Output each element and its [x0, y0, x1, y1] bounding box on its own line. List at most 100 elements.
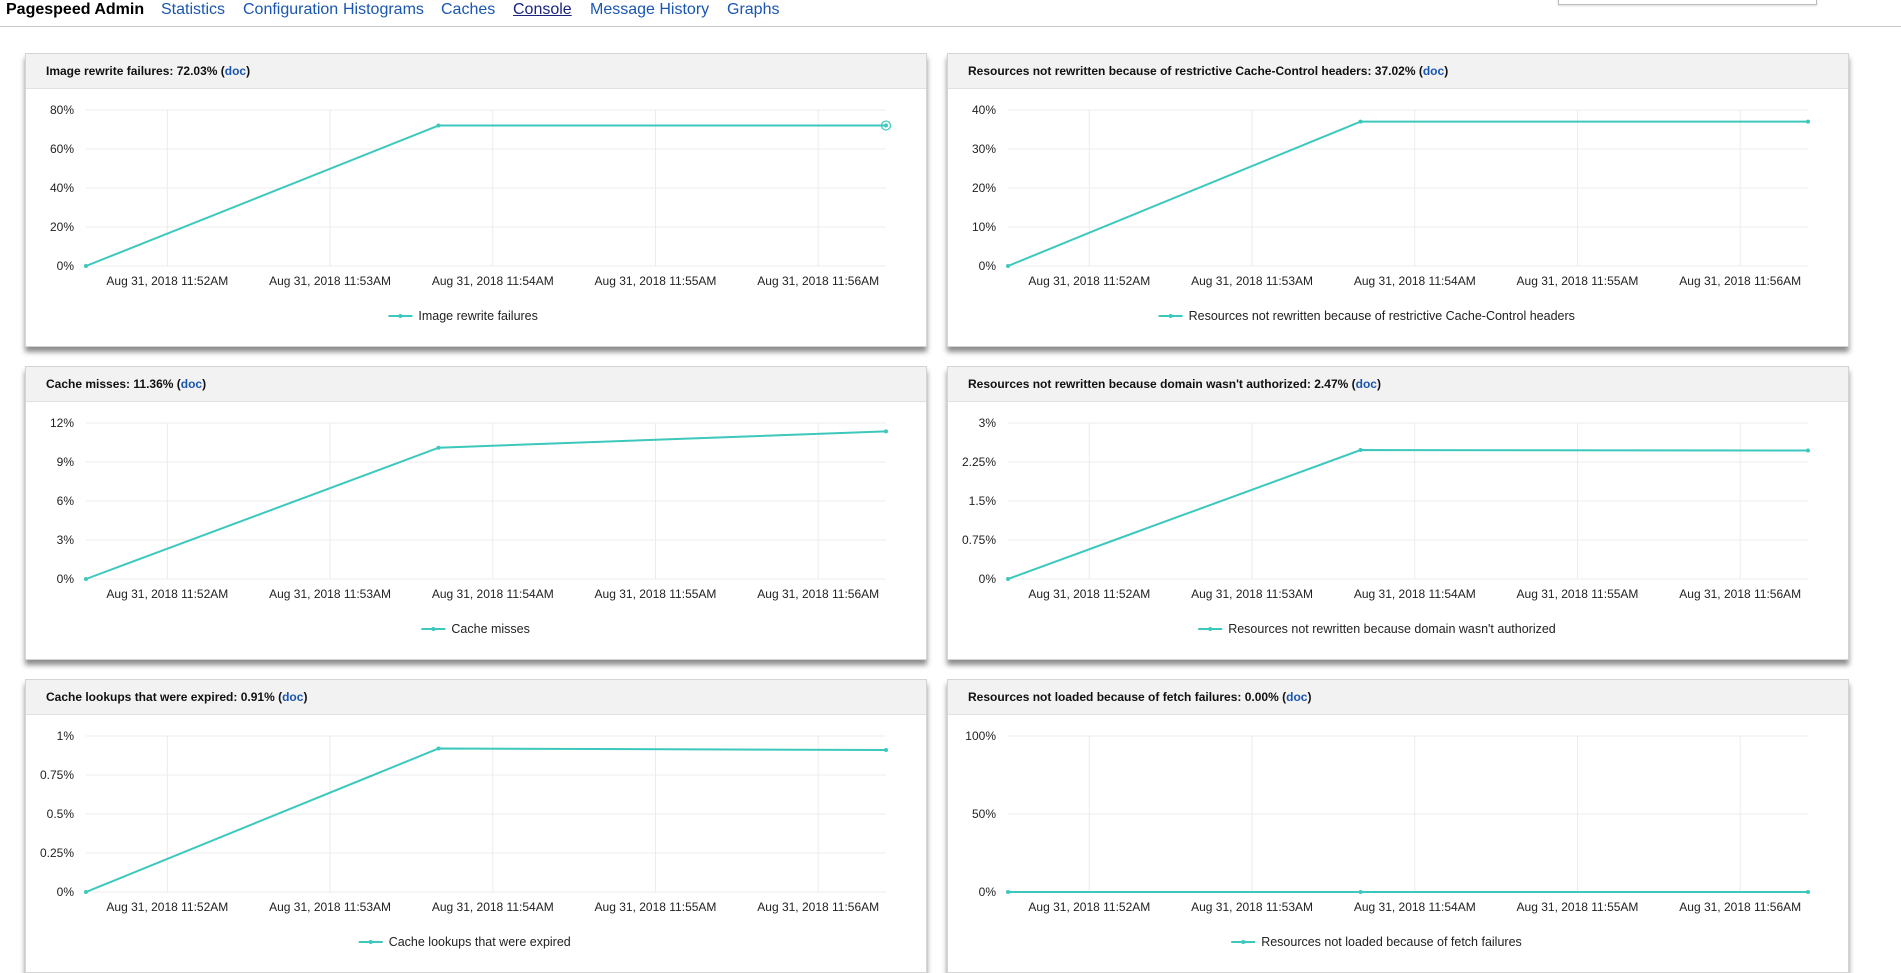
- panel-title-text: Resources not rewritten because domain w…: [968, 377, 1349, 391]
- graph-select-dropdown[interactable]: [1558, 0, 1817, 5]
- y-tick-label: 3%: [979, 416, 997, 430]
- graph-panel-image-rewrite-failures: Image rewrite failures: 72.03% (doc) 80%…: [25, 53, 927, 347]
- line-chart[interactable]: 100% 50% 0% Aug 31, 2018 11:52AM Aug 31, 201…: [948, 715, 1848, 972]
- x-tick-label: Aug 31, 2018 11:53AM: [269, 274, 391, 288]
- panel-title-text: Image rewrite failures: 72.03%: [46, 64, 218, 78]
- panel-header: Resources not rewritten because of restr…: [948, 54, 1848, 89]
- legend-swatch-dot: [1241, 940, 1246, 944]
- nav-link-graphs[interactable]: Graphs: [727, 1, 780, 18]
- x-tick-label: Aug 31, 2018 11:56AM: [757, 587, 879, 601]
- legend-swatch-dot: [1208, 627, 1213, 631]
- y-tick-label: 20%: [50, 220, 74, 234]
- chart-svg: 1% 0.75% 0.5% 0.25% 0% Aug 31, 2018 11:52AM Au…: [40, 729, 888, 949]
- x-tick-label: Aug 31, 2018 11:56AM: [1679, 587, 1801, 601]
- data-point: [1006, 577, 1010, 581]
- series-line: [1007, 449, 1809, 580]
- graph-panel-cache-lookups-expired: Cache lookups that were expired: 0.91% (…: [25, 679, 927, 973]
- data-point: [1806, 448, 1810, 453]
- graph-panel-cache-control-headers: Resources not rewritten because of restr…: [947, 53, 1849, 347]
- data-point: [84, 577, 88, 581]
- y-tick-label: 60%: [50, 142, 74, 156]
- x-tick-label: Aug 31, 2018 11:52AM: [106, 900, 228, 914]
- series-line: [85, 124, 886, 267]
- y-tick-label: 0%: [979, 572, 997, 586]
- x-tick-label: Aug 31, 2018 11:54AM: [432, 274, 554, 288]
- x-tick-label: Aug 31, 2018 11:53AM: [1191, 274, 1313, 288]
- doc-link[interactable]: doc: [1355, 377, 1377, 391]
- data-point: [884, 123, 888, 128]
- x-tick-label: Aug 31, 2018 11:52AM: [106, 587, 228, 601]
- data-point: [436, 746, 441, 751]
- nav-link-statistics[interactable]: Statistics: [161, 1, 226, 18]
- x-tick-label: Aug 31, 2018 11:56AM: [757, 274, 879, 288]
- graph-panel-fetch-failures: Resources not loaded because of fetch fa…: [947, 679, 1849, 973]
- nav-link-message-history[interactable]: Message History: [590, 1, 710, 18]
- y-tick-label: 50%: [972, 807, 996, 821]
- legend-label: Image rewrite failures: [418, 309, 538, 323]
- line-chart[interactable]: 80% 60% 40% 20% 0% Aug 31, 2018 11:52AM Aug 31…: [26, 89, 926, 346]
- nav-link-histograms[interactable]: Histograms: [343, 1, 424, 18]
- x-tick-label: Aug 31, 2018 11:54AM: [432, 900, 554, 914]
- y-tick-label: 0%: [57, 572, 75, 586]
- legend-label: Cache misses: [451, 622, 530, 636]
- y-tick-label: 9%: [57, 455, 75, 469]
- panel-header: Cache lookups that were expired: 0.91% (…: [26, 680, 926, 715]
- chart-svg: 40% 30% 20% 10% 0% Aug 31, 2018 11:52AM Aug 31…: [972, 103, 1810, 323]
- panel-title-text: Resources not rewritten because of restr…: [968, 64, 1416, 78]
- panel-header: Image rewrite failures: 72.03% (doc): [26, 54, 926, 89]
- data-point: [1006, 264, 1010, 268]
- panel-title-text: Cache lookups that were expired: 0.91%: [46, 690, 275, 704]
- x-tick-label: Aug 31, 2018 11:55AM: [1517, 274, 1639, 288]
- line-chart[interactable]: 12% 9% 6% 3% 0% Aug 31, 2018 11:52AM Aug 31, 2…: [26, 402, 926, 659]
- doc-link[interactable]: doc: [282, 690, 304, 704]
- x-tick-label: Aug 31, 2018 11:52AM: [1028, 900, 1150, 914]
- chart-svg: 3% 2.25% 1.5% 0.75% 0% Aug 31, 2018 11:52AM Au…: [962, 416, 1810, 636]
- chart-svg: 80% 60% 40% 20% 0% Aug 31, 2018 11:52AM Aug 31…: [50, 103, 892, 323]
- x-tick-label: Aug 31, 2018 11:55AM: [1517, 900, 1639, 914]
- doc-link[interactable]: doc: [1422, 64, 1445, 78]
- y-tick-label: 40%: [972, 103, 996, 117]
- x-tick-label: Aug 31, 2018 11:53AM: [269, 587, 391, 601]
- data-point: [1806, 890, 1810, 894]
- nav-link-console[interactable]: Console: [513, 1, 572, 18]
- x-tick-label: Aug 31, 2018 11:52AM: [106, 274, 228, 288]
- nav-link-caches[interactable]: Caches: [441, 1, 496, 18]
- data-point: [1806, 119, 1810, 124]
- x-tick-label: Aug 31, 2018 11:53AM: [1191, 587, 1313, 601]
- data-point: [1006, 890, 1010, 894]
- data-point: [436, 123, 441, 128]
- doc-link[interactable]: doc: [180, 377, 203, 391]
- graph-panel-cache-misses: Cache misses: 11.36% (doc) 12% 9% 6% 3% 0% Au…: [25, 366, 927, 660]
- y-tick-label: 40%: [50, 181, 74, 195]
- line-chart[interactable]: 3% 2.25% 1.5% 0.75% 0% Aug 31, 2018 11:52AM Au…: [948, 402, 1848, 659]
- x-tick-label: Aug 31, 2018 11:52AM: [1028, 587, 1150, 601]
- y-tick-label: 30%: [972, 142, 996, 156]
- line-chart[interactable]: 1% 0.75% 0.5% 0.25% 0% Aug 31, 2018 11:52AM Au…: [26, 715, 926, 972]
- x-tick-label: Aug 31, 2018 11:54AM: [432, 587, 554, 601]
- y-tick-label: 10%: [972, 220, 996, 234]
- panel-title: Cache lookups that were expired: 0.91% (…: [46, 690, 308, 704]
- y-tick-label: 6%: [57, 494, 75, 508]
- data-point: [1358, 448, 1363, 453]
- chart-svg: 100% 50% 0% Aug 31, 2018 11:52AM Aug 31, 201…: [965, 729, 1810, 949]
- panel-title: Image rewrite failures: 72.03% (doc): [46, 64, 251, 78]
- panel-title: Cache misses: 11.36% (doc): [46, 377, 207, 391]
- panel-title: Resources not rewritten because of restr…: [968, 64, 1449, 78]
- line-chart[interactable]: 40% 30% 20% 10% 0% Aug 31, 2018 11:52AM Aug 31…: [948, 89, 1848, 346]
- panel-header: Resources not rewritten because domain w…: [948, 367, 1848, 402]
- doc-link[interactable]: doc: [1286, 690, 1308, 704]
- x-tick-label: Aug 31, 2018 11:56AM: [757, 900, 879, 914]
- graph-panel-domain-not-authorized: Resources not rewritten because domain w…: [947, 366, 1849, 660]
- series-line: [85, 430, 887, 580]
- doc-link[interactable]: doc: [224, 64, 247, 78]
- y-tick-label: 0.25%: [40, 846, 74, 860]
- y-tick-label: 0.75%: [40, 768, 74, 782]
- legend-swatch-dot: [398, 314, 403, 318]
- chart-svg: 12% 9% 6% 3% 0% Aug 31, 2018 11:52AM Aug 31, 2…: [50, 416, 888, 636]
- data-point: [884, 748, 888, 753]
- x-tick-label: Aug 31, 2018 11:53AM: [269, 900, 391, 914]
- data-point: [1358, 119, 1363, 124]
- nav-link-configuration[interactable]: Configuration: [243, 1, 339, 18]
- y-tick-label: 80%: [50, 103, 74, 117]
- y-tick-label: 3%: [57, 533, 75, 547]
